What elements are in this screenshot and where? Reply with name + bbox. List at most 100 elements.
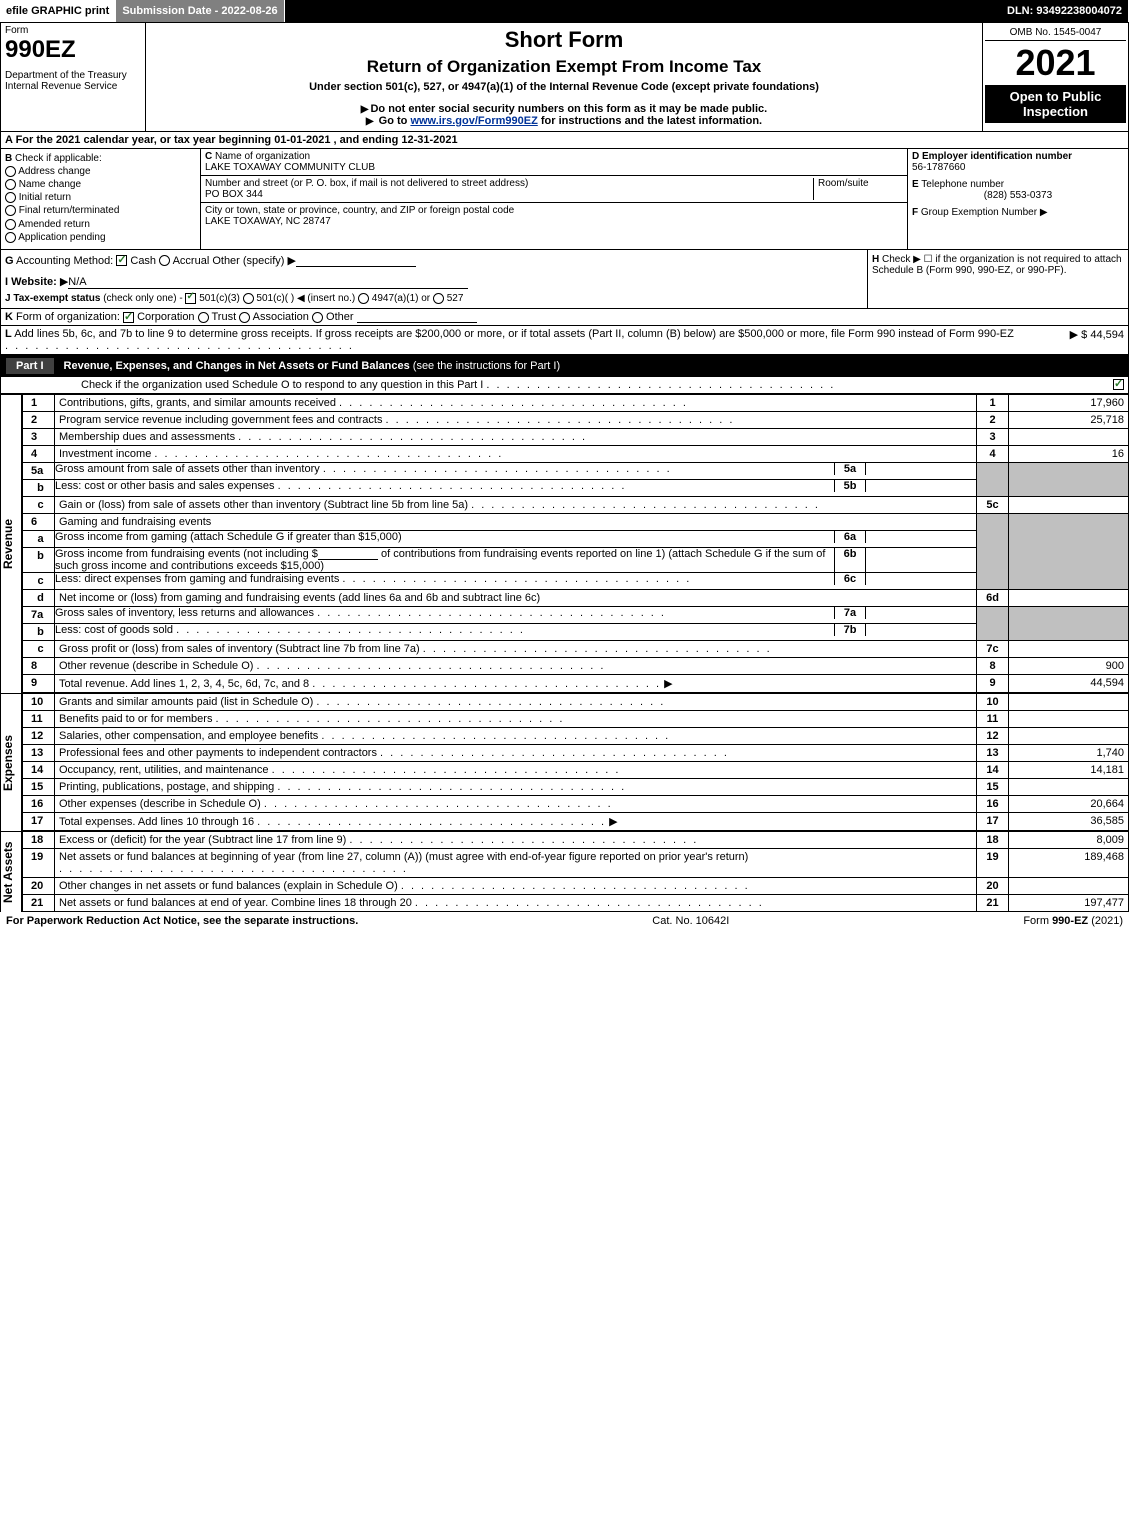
- form-word: Form: [5, 25, 141, 36]
- expenses-section: Expenses 10Grants and similar amounts pa…: [0, 693, 1129, 831]
- G-other-blank[interactable]: [296, 255, 416, 267]
- G-label: Accounting Method:: [16, 255, 113, 267]
- line2-amt: 25,718: [1009, 411, 1129, 428]
- K-other-blank[interactable]: [357, 311, 477, 323]
- G-cash-checkbox[interactable]: [116, 255, 127, 266]
- street-label: Number and street (or P. O. box, if mail…: [205, 178, 528, 189]
- J-501c3-checkbox[interactable]: [185, 293, 196, 304]
- line5c-desc: Gain or (loss) from sale of assets other…: [59, 499, 468, 511]
- section-A: A For the 2021 calendar year, or tax yea…: [0, 132, 1129, 149]
- B-label: Check if applicable:: [15, 153, 102, 164]
- submission-date: Submission Date - 2022-08-26: [116, 0, 284, 22]
- line18-amt: 8,009: [1009, 831, 1129, 848]
- B-amended-return[interactable]: Amended return: [5, 219, 196, 230]
- line19-amt: 189,468: [1009, 848, 1129, 877]
- J-label: Tax-exempt status: [13, 293, 100, 304]
- line6d-desc: Net income or (loss) from gaming and fun…: [59, 592, 540, 604]
- B-application-pending[interactable]: Application pending: [5, 232, 196, 243]
- part-I-title: Revenue, Expenses, and Changes in Net As…: [64, 360, 1123, 372]
- efile-label[interactable]: efile GRAPHIC print: [0, 0, 116, 22]
- B-name-change[interactable]: Name change: [5, 179, 196, 190]
- line3-amt: [1009, 428, 1129, 445]
- K-association: Association: [253, 311, 309, 323]
- city-label: City or town, state or province, country…: [205, 205, 514, 216]
- line11-amt: [1009, 710, 1129, 727]
- line8-amt: 900: [1009, 657, 1129, 674]
- I-label: Website:: [11, 276, 57, 288]
- line20-amt: [1009, 877, 1129, 894]
- K-association-radio[interactable]: [239, 312, 250, 323]
- title-under: Under section 501(c), 527, or 4947(a)(1)…: [150, 81, 978, 93]
- C-city-row: City or town, state or province, country…: [201, 203, 907, 229]
- line17-amt: 36,585: [1009, 812, 1129, 830]
- section-B: B Check if applicable: Address change Na…: [1, 149, 201, 249]
- E-phone: E Telephone number(828) 553-0373: [912, 179, 1124, 201]
- goto-prefix: Go to: [379, 115, 411, 127]
- instr-no-ssn: Do not enter social security numbers on …: [150, 103, 978, 115]
- line10-amt: [1009, 693, 1129, 710]
- section-BCDEF: B Check if applicable: Address change Na…: [0, 149, 1129, 250]
- section-C: C Name of organization LAKE TOXAWAY COMM…: [201, 149, 908, 249]
- L-amount: ▶ $ 44,594: [1024, 328, 1124, 352]
- part-I-tag: Part I: [6, 358, 54, 374]
- K-trust-radio[interactable]: [198, 312, 209, 323]
- line15-amt: [1009, 778, 1129, 795]
- line14-amt: 14,181: [1009, 761, 1129, 778]
- L-text: Add lines 5b, 6c, and 7b to line 9 to de…: [14, 328, 1014, 340]
- line12-desc: Salaries, other compensation, and employ…: [59, 730, 318, 742]
- J-527: 527: [447, 293, 464, 304]
- dept: Department of the Treasury: [5, 70, 141, 81]
- line21-desc: Net assets or fund balances at end of ye…: [59, 897, 412, 909]
- B-address-change[interactable]: Address change: [5, 166, 196, 177]
- netassets-section: Net Assets 18Excess or (deficit) for the…: [0, 831, 1129, 912]
- C-label: Name of organization: [215, 151, 310, 162]
- section-L: L Add lines 5b, 6c, and 7b to line 9 to …: [0, 326, 1129, 355]
- line14-desc: Occupancy, rent, utilities, and maintena…: [59, 764, 269, 776]
- line9-desc: Total revenue. Add lines 1, 2, 3, 4, 5c,…: [59, 678, 309, 690]
- title-short-form: Short Form: [150, 27, 978, 53]
- line12-amt: [1009, 727, 1129, 744]
- J-4947-radio[interactable]: [358, 293, 369, 304]
- open-to-public: Open to Public Inspection: [985, 85, 1126, 123]
- J-501c-radio[interactable]: [243, 293, 254, 304]
- line6b-blank[interactable]: [318, 548, 378, 560]
- irs-link[interactable]: www.irs.gov/Form990EZ: [410, 115, 537, 127]
- form-number: 990EZ: [5, 36, 141, 64]
- line6d-amt: [1009, 589, 1129, 606]
- line10-desc: Grants and similar amounts paid (list in…: [59, 696, 313, 708]
- line17-desc: Total expenses. Add lines 10 through 16: [59, 816, 254, 828]
- line7c-amt: [1009, 640, 1129, 657]
- footer-catno: Cat. No. 10642I: [652, 915, 729, 927]
- title-return: Return of Organization Exempt From Incom…: [150, 57, 978, 77]
- topbar: efile GRAPHIC print Submission Date - 20…: [0, 0, 1129, 22]
- room-label: Room/suite: [818, 178, 869, 189]
- part-I-checkbox[interactable]: [1113, 379, 1124, 390]
- header-left: Form 990EZ Department of the Treasury In…: [1, 23, 146, 131]
- instr-goto: Go to www.irs.gov/Form990EZ for instruct…: [150, 115, 978, 127]
- B-initial-return[interactable]: Initial return: [5, 192, 196, 203]
- J-501c3: 501(c)(3): [199, 293, 240, 304]
- revenue-section: Revenue 1Contributions, gifts, grants, a…: [0, 394, 1129, 693]
- line13-amt: 1,740: [1009, 744, 1129, 761]
- section-G: G Accounting Method: Cash Accrual Other …: [1, 250, 868, 308]
- K-corporation-checkbox[interactable]: [123, 312, 134, 323]
- K-other-radio[interactable]: [312, 312, 323, 323]
- D-ein: D Employer identification number56-17876…: [912, 151, 1124, 173]
- line3-desc: Membership dues and assessments: [59, 431, 235, 443]
- footer-left: For Paperwork Reduction Act Notice, see …: [6, 915, 358, 927]
- tax-year: 2021: [985, 41, 1126, 85]
- line6a-desc: Gross income from gaming (attach Schedul…: [55, 531, 402, 543]
- J-527-radio[interactable]: [433, 293, 444, 304]
- line6b-desc1: Gross income from fundraising events (no…: [55, 548, 318, 560]
- city-value: LAKE TOXAWAY, NC 28747: [205, 216, 331, 227]
- line18-desc: Excess or (deficit) for the year (Subtra…: [59, 834, 346, 846]
- C-street-row: Number and street (or P. O. box, if mail…: [201, 176, 907, 203]
- G-accrual-radio[interactable]: [159, 255, 170, 266]
- line5a-desc: Gross amount from sale of assets other t…: [55, 463, 320, 475]
- line1-desc: Contributions, gifts, grants, and simila…: [59, 397, 336, 409]
- line11-desc: Benefits paid to or for members: [59, 713, 212, 725]
- netassets-label: Net Assets: [0, 831, 22, 912]
- B-final-return[interactable]: Final return/terminated: [5, 205, 196, 216]
- part-I-check-text: Check if the organization used Schedule …: [81, 379, 483, 391]
- line5c-amt: [1009, 496, 1129, 513]
